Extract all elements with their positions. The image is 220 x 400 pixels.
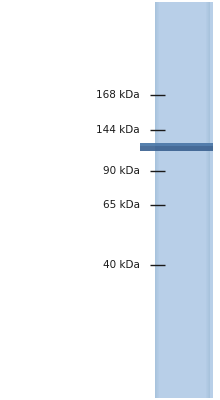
- Text: 144 kDa: 144 kDa: [96, 125, 140, 135]
- Text: 65 kDa: 65 kDa: [103, 200, 140, 210]
- Bar: [156, 2, 157, 398]
- Bar: [157, 2, 158, 398]
- Text: 40 kDa: 40 kDa: [103, 260, 140, 270]
- Bar: [155, 2, 156, 398]
- Text: 90 kDa: 90 kDa: [103, 166, 140, 176]
- Bar: [155, 2, 213, 398]
- Bar: [140, 143, 213, 146]
- Bar: [207, 2, 208, 398]
- Bar: [158, 2, 159, 398]
- Bar: [140, 143, 213, 151]
- Bar: [209, 2, 210, 398]
- Text: 168 kDa: 168 kDa: [96, 90, 140, 100]
- Bar: [206, 2, 207, 398]
- Bar: [208, 2, 209, 398]
